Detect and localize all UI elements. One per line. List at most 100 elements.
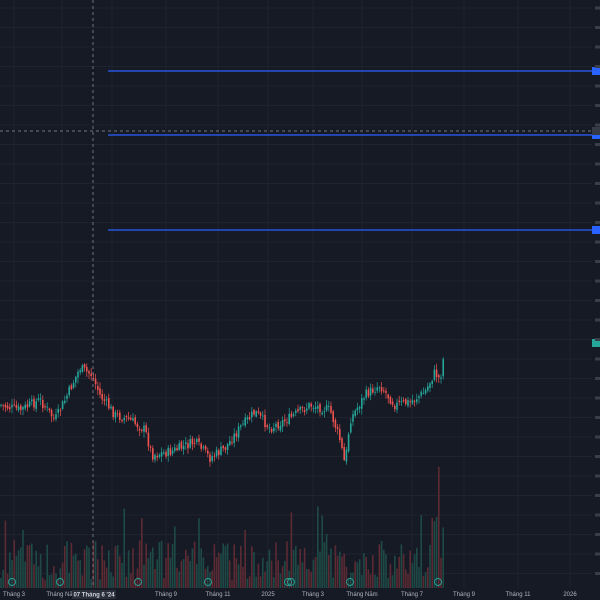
candle-body xyxy=(413,400,416,402)
volume-bar xyxy=(396,568,398,588)
candle-body xyxy=(312,407,315,409)
candle-body xyxy=(2,405,4,406)
candle-body xyxy=(90,373,92,377)
candle-body xyxy=(306,408,308,411)
volume-bar xyxy=(165,557,167,588)
candle-body xyxy=(145,425,147,433)
earnings-circle-icon[interactable] xyxy=(346,578,354,586)
candle-body xyxy=(72,382,75,388)
candle-body xyxy=(262,415,264,417)
candle-body xyxy=(321,412,323,415)
volume-bar xyxy=(215,557,218,588)
volume-bar xyxy=(68,572,70,588)
candle-body xyxy=(209,454,211,462)
candle-body xyxy=(123,417,125,421)
candle-body xyxy=(156,456,158,458)
candle-body xyxy=(224,447,227,450)
volume-bar xyxy=(149,551,152,588)
candle-body xyxy=(9,407,11,410)
volume-bar xyxy=(429,544,431,588)
earnings-circle-icon[interactable] xyxy=(56,578,64,586)
volume-bar xyxy=(312,559,315,588)
volume-bar xyxy=(6,573,9,588)
volume-bar xyxy=(438,466,440,588)
volume-bar xyxy=(156,559,158,588)
candle-body xyxy=(22,407,24,410)
volume-bar xyxy=(343,553,345,588)
y-axis-tick-label xyxy=(595,513,600,517)
candle-body xyxy=(66,395,68,399)
volume-bar xyxy=(290,512,293,588)
earnings-circle-icon[interactable] xyxy=(204,578,212,586)
volume-bar xyxy=(53,566,55,588)
earnings-circle-icon[interactable] xyxy=(8,578,16,586)
candle-body xyxy=(44,406,46,408)
candle-body xyxy=(160,452,163,457)
candle-body xyxy=(130,417,132,420)
y-axis-tick-label xyxy=(595,435,600,439)
volume-bar xyxy=(306,568,308,588)
candle-body xyxy=(332,411,334,422)
volume-bar xyxy=(297,564,299,588)
volume-bar xyxy=(286,541,288,588)
volume-bar xyxy=(185,549,187,588)
y-axis-tick-label xyxy=(595,533,600,536)
candle-body xyxy=(169,448,172,455)
volume-bar xyxy=(187,555,189,588)
candle-body xyxy=(292,414,295,416)
volume-bar xyxy=(26,545,29,588)
volume-bar xyxy=(143,564,145,588)
candle-body xyxy=(367,389,370,397)
volume-bar xyxy=(418,567,420,588)
volume-bar xyxy=(387,577,389,588)
candle-body xyxy=(411,400,414,404)
volume-bar xyxy=(350,572,352,588)
x-axis-tick-label: Tháng 9 xyxy=(155,592,178,598)
volume-bar xyxy=(158,542,161,588)
candle-body xyxy=(86,367,88,372)
volume-bar xyxy=(405,569,407,588)
candle-body xyxy=(308,403,310,409)
earnings-circle-icon[interactable] xyxy=(434,578,442,586)
candle-body xyxy=(101,393,103,400)
volume-bar xyxy=(70,542,73,588)
x-axis-tick-label: Tháng Năm xyxy=(46,592,77,598)
candle-body xyxy=(141,429,143,431)
candle-body xyxy=(237,426,240,438)
volume-bar xyxy=(336,555,339,588)
volume-bar xyxy=(220,553,222,588)
candle-body xyxy=(369,387,372,396)
volume-bar xyxy=(213,544,216,588)
earnings-circle-icon[interactable] xyxy=(287,578,295,586)
earnings-circle-icon[interactable] xyxy=(134,578,142,586)
earnings-circle-icon[interactable] xyxy=(284,578,292,586)
candle-body xyxy=(138,429,141,431)
candle-body xyxy=(202,446,205,448)
volume-bar xyxy=(200,548,202,588)
candle-body xyxy=(391,401,394,405)
candle-body xyxy=(119,412,121,420)
y-axis-tick-label xyxy=(595,474,600,478)
volume-bar xyxy=(332,577,334,588)
candle-body xyxy=(187,443,189,449)
candle-body xyxy=(277,421,279,429)
volume-bar xyxy=(299,548,301,588)
candle-body xyxy=(42,399,44,409)
x-axis-tick-label: Tháng 3 xyxy=(3,592,26,598)
volume-bar xyxy=(39,554,42,588)
volume-bar xyxy=(356,562,359,588)
volume-bar xyxy=(268,549,271,588)
candle-body xyxy=(127,417,130,420)
volume-bar xyxy=(35,550,37,588)
candle-body xyxy=(334,419,337,428)
crosshair-date-label-bg xyxy=(72,590,116,599)
candle-body xyxy=(438,375,440,378)
candle-body xyxy=(191,438,194,445)
volume-bar xyxy=(334,545,337,588)
candle-body xyxy=(273,427,275,432)
volume-bar xyxy=(37,566,40,588)
volume-bar xyxy=(50,574,53,588)
candle-body xyxy=(398,400,400,402)
